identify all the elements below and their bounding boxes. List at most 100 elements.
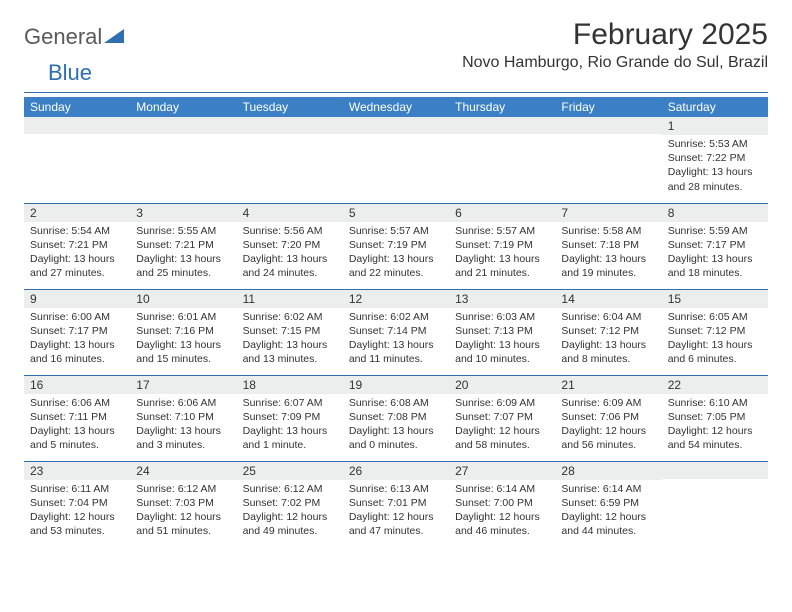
- sunrise-text: Sunrise: 5:53 AM: [668, 137, 762, 151]
- daylight-text: Daylight: 13 hours and 27 minutes.: [30, 252, 124, 280]
- day-data: Sunrise: 6:14 AMSunset: 7:00 PMDaylight:…: [449, 480, 555, 543]
- day-number: 4: [237, 204, 343, 222]
- calendar-week-row: 23Sunrise: 6:11 AMSunset: 7:04 PMDayligh…: [24, 461, 768, 547]
- daylight-text: Daylight: 13 hours and 16 minutes.: [30, 338, 124, 366]
- day-data: Sunrise: 6:09 AMSunset: 7:06 PMDaylight:…: [555, 394, 661, 457]
- sunrise-text: Sunrise: 6:11 AM: [30, 482, 124, 496]
- daylight-text: Daylight: 12 hours and 56 minutes.: [561, 424, 655, 452]
- sunset-text: Sunset: 7:02 PM: [243, 496, 337, 510]
- sunrise-text: Sunrise: 5:54 AM: [30, 224, 124, 238]
- daylight-text: Daylight: 13 hours and 11 minutes.: [349, 338, 443, 366]
- daylight-text: Daylight: 13 hours and 24 minutes.: [243, 252, 337, 280]
- sunset-text: Sunset: 7:19 PM: [349, 238, 443, 252]
- sunrise-text: Sunrise: 6:14 AM: [455, 482, 549, 496]
- sunrise-text: Sunrise: 6:09 AM: [561, 396, 655, 410]
- sunrise-text: Sunrise: 6:12 AM: [136, 482, 230, 496]
- daylight-text: Daylight: 12 hours and 51 minutes.: [136, 510, 230, 538]
- sunrise-text: Sunrise: 5:56 AM: [243, 224, 337, 238]
- day-number: 12: [343, 290, 449, 308]
- weekday-header: Sunday: [24, 97, 130, 117]
- day-number: 10: [130, 290, 236, 308]
- sunset-text: Sunset: 7:10 PM: [136, 410, 230, 424]
- day-data: Sunrise: 6:13 AMSunset: 7:01 PMDaylight:…: [343, 480, 449, 543]
- sunset-text: Sunset: 7:07 PM: [455, 410, 549, 424]
- day-data: Sunrise: 6:04 AMSunset: 7:12 PMDaylight:…: [555, 308, 661, 371]
- daylight-text: Daylight: 13 hours and 6 minutes.: [668, 338, 762, 366]
- day-data: Sunrise: 6:02 AMSunset: 7:14 PMDaylight:…: [343, 308, 449, 371]
- sunrise-text: Sunrise: 6:06 AM: [136, 396, 230, 410]
- sunrise-text: Sunrise: 6:14 AM: [561, 482, 655, 496]
- day-data: Sunrise: 6:14 AMSunset: 6:59 PMDaylight:…: [555, 480, 661, 543]
- sunset-text: Sunset: 7:00 PM: [455, 496, 549, 510]
- day-number: 1: [662, 117, 768, 135]
- day-data: Sunrise: 6:06 AMSunset: 7:11 PMDaylight:…: [24, 394, 130, 457]
- day-number: 27: [449, 462, 555, 480]
- daylight-text: Daylight: 12 hours and 46 minutes.: [455, 510, 549, 538]
- day-number: 3: [130, 204, 236, 222]
- calendar-cell: [343, 117, 449, 203]
- sunset-text: Sunset: 7:13 PM: [455, 324, 549, 338]
- weekday-header: Saturday: [662, 97, 768, 117]
- day-data: Sunrise: 6:11 AMSunset: 7:04 PMDaylight:…: [24, 480, 130, 543]
- calendar-cell: 25Sunrise: 6:12 AMSunset: 7:02 PMDayligh…: [237, 461, 343, 547]
- calendar-cell: 27Sunrise: 6:14 AMSunset: 7:00 PMDayligh…: [449, 461, 555, 547]
- day-data: Sunrise: 6:02 AMSunset: 7:15 PMDaylight:…: [237, 308, 343, 371]
- day-number: 17: [130, 376, 236, 394]
- calendar-cell: 17Sunrise: 6:06 AMSunset: 7:10 PMDayligh…: [130, 375, 236, 461]
- calendar-table: Sunday Monday Tuesday Wednesday Thursday…: [24, 97, 768, 547]
- day-number: 2: [24, 204, 130, 222]
- calendar-cell: [662, 461, 768, 547]
- sunrise-text: Sunrise: 6:08 AM: [349, 396, 443, 410]
- calendar-cell: [237, 117, 343, 203]
- sunset-text: Sunset: 7:19 PM: [455, 238, 549, 252]
- day-data: Sunrise: 6:10 AMSunset: 7:05 PMDaylight:…: [662, 394, 768, 457]
- day-number: 13: [449, 290, 555, 308]
- sunrise-text: Sunrise: 6:07 AM: [243, 396, 337, 410]
- sunset-text: Sunset: 7:12 PM: [668, 324, 762, 338]
- sunset-text: Sunset: 7:11 PM: [30, 410, 124, 424]
- calendar-cell: 18Sunrise: 6:07 AMSunset: 7:09 PMDayligh…: [237, 375, 343, 461]
- sunrise-text: Sunrise: 6:02 AM: [243, 310, 337, 324]
- daylight-text: Daylight: 12 hours and 44 minutes.: [561, 510, 655, 538]
- location: Novo Hamburgo, Rio Grande do Sul, Brazil: [462, 54, 768, 72]
- day-number: [449, 117, 555, 134]
- sunset-text: Sunset: 7:03 PM: [136, 496, 230, 510]
- sunrise-text: Sunrise: 6:10 AM: [668, 396, 762, 410]
- day-number: [130, 117, 236, 134]
- sunrise-text: Sunrise: 6:09 AM: [455, 396, 549, 410]
- calendar-week-row: 9Sunrise: 6:00 AMSunset: 7:17 PMDaylight…: [24, 289, 768, 375]
- calendar-cell: 14Sunrise: 6:04 AMSunset: 7:12 PMDayligh…: [555, 289, 661, 375]
- day-data: Sunrise: 6:08 AMSunset: 7:08 PMDaylight:…: [343, 394, 449, 457]
- calendar-cell: 9Sunrise: 6:00 AMSunset: 7:17 PMDaylight…: [24, 289, 130, 375]
- logo: General: [24, 18, 126, 50]
- divider: [24, 92, 768, 93]
- day-number: 16: [24, 376, 130, 394]
- day-number: [24, 117, 130, 134]
- sunrise-text: Sunrise: 5:57 AM: [349, 224, 443, 238]
- sunset-text: Sunset: 7:04 PM: [30, 496, 124, 510]
- calendar-cell: 22Sunrise: 6:10 AMSunset: 7:05 PMDayligh…: [662, 375, 768, 461]
- sunset-text: Sunset: 6:59 PM: [561, 496, 655, 510]
- day-number: 11: [237, 290, 343, 308]
- sunrise-text: Sunrise: 5:55 AM: [136, 224, 230, 238]
- day-number: [555, 117, 661, 134]
- calendar-cell: 4Sunrise: 5:56 AMSunset: 7:20 PMDaylight…: [237, 203, 343, 289]
- calendar-cell: 19Sunrise: 6:08 AMSunset: 7:08 PMDayligh…: [343, 375, 449, 461]
- sunrise-text: Sunrise: 6:03 AM: [455, 310, 549, 324]
- daylight-text: Daylight: 13 hours and 15 minutes.: [136, 338, 230, 366]
- sunset-text: Sunset: 7:16 PM: [136, 324, 230, 338]
- sunset-text: Sunset: 7:12 PM: [561, 324, 655, 338]
- sunset-text: Sunset: 7:18 PM: [561, 238, 655, 252]
- calendar-cell: 12Sunrise: 6:02 AMSunset: 7:14 PMDayligh…: [343, 289, 449, 375]
- calendar-cell: 11Sunrise: 6:02 AMSunset: 7:15 PMDayligh…: [237, 289, 343, 375]
- calendar-cell: 26Sunrise: 6:13 AMSunset: 7:01 PMDayligh…: [343, 461, 449, 547]
- day-number: 23: [24, 462, 130, 480]
- daylight-text: Daylight: 12 hours and 58 minutes.: [455, 424, 549, 452]
- calendar-cell: 28Sunrise: 6:14 AMSunset: 6:59 PMDayligh…: [555, 461, 661, 547]
- daylight-text: Daylight: 13 hours and 1 minute.: [243, 424, 337, 452]
- day-number: [237, 117, 343, 134]
- day-number: 26: [343, 462, 449, 480]
- day-number: 19: [343, 376, 449, 394]
- daylight-text: Daylight: 13 hours and 22 minutes.: [349, 252, 443, 280]
- daylight-text: Daylight: 13 hours and 8 minutes.: [561, 338, 655, 366]
